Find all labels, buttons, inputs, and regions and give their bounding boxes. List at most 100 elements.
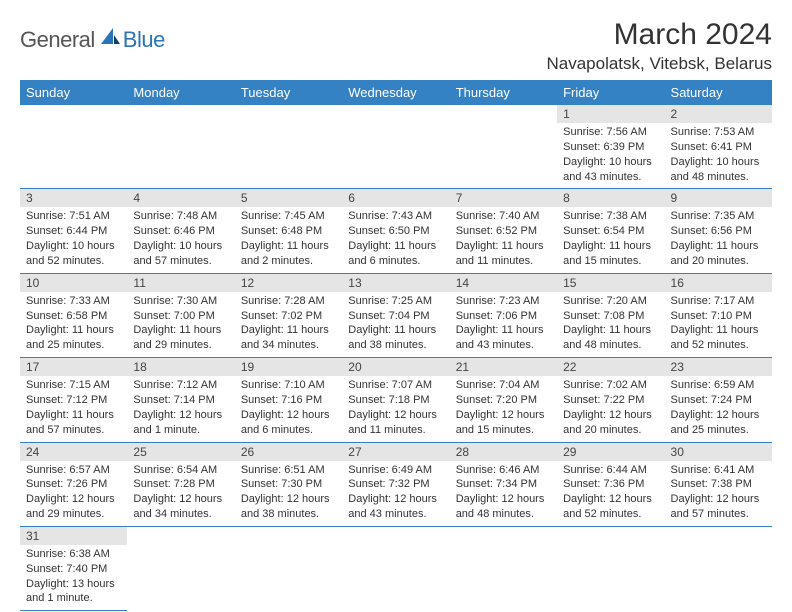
day-cell: 27Sunrise: 6:49 AMSunset: 7:32 PMDayligh… — [342, 442, 449, 526]
daylight-text: Daylight: 12 hours and 29 minutes. — [26, 492, 121, 522]
day-details: Sunrise: 7:33 AMSunset: 6:58 PMDaylight:… — [20, 292, 127, 357]
sunset-text: Sunset: 6:50 PM — [348, 224, 443, 239]
day-cell: 15Sunrise: 7:20 AMSunset: 7:08 PMDayligh… — [557, 273, 664, 357]
daylight-text: Daylight: 12 hours and 34 minutes. — [133, 492, 228, 522]
daylight-text: Daylight: 11 hours and 34 minutes. — [241, 323, 336, 353]
day-details: Sunrise: 7:45 AMSunset: 6:48 PMDaylight:… — [235, 207, 342, 272]
sunset-text: Sunset: 7:40 PM — [26, 562, 121, 577]
sunrise-text: Sunrise: 7:38 AM — [563, 209, 658, 224]
day-cell: 9Sunrise: 7:35 AMSunset: 6:56 PMDaylight… — [665, 189, 772, 273]
day-number: 25 — [127, 443, 234, 461]
day-cell: 18Sunrise: 7:12 AMSunset: 7:14 PMDayligh… — [127, 358, 234, 442]
day-cell: 6Sunrise: 7:43 AMSunset: 6:50 PMDaylight… — [342, 189, 449, 273]
day-cell — [557, 526, 664, 610]
week-row: 10Sunrise: 7:33 AMSunset: 6:58 PMDayligh… — [20, 273, 772, 357]
day-cell: 13Sunrise: 7:25 AMSunset: 7:04 PMDayligh… — [342, 273, 449, 357]
sunset-text: Sunset: 7:30 PM — [241, 477, 336, 492]
day-cell — [235, 105, 342, 189]
day-details: Sunrise: 7:17 AMSunset: 7:10 PMDaylight:… — [665, 292, 772, 357]
daylight-text: Daylight: 12 hours and 48 minutes. — [456, 492, 551, 522]
day-cell: 2Sunrise: 7:53 AMSunset: 6:41 PMDaylight… — [665, 105, 772, 189]
day-number: 19 — [235, 358, 342, 376]
day-cell — [342, 105, 449, 189]
day-details: Sunrise: 7:48 AMSunset: 6:46 PMDaylight:… — [127, 207, 234, 272]
sunrise-text: Sunrise: 7:53 AM — [671, 125, 766, 140]
day-cell — [665, 526, 772, 610]
day-header: Friday — [557, 80, 664, 105]
day-details: Sunrise: 6:57 AMSunset: 7:26 PMDaylight:… — [20, 461, 127, 526]
day-cell — [450, 105, 557, 189]
daylight-text: Daylight: 12 hours and 52 minutes. — [563, 492, 658, 522]
day-cell: 17Sunrise: 7:15 AMSunset: 7:12 PMDayligh… — [20, 358, 127, 442]
day-details: Sunrise: 7:38 AMSunset: 6:54 PMDaylight:… — [557, 207, 664, 272]
day-number: 9 — [665, 189, 772, 207]
sunrise-text: Sunrise: 7:07 AM — [348, 378, 443, 393]
day-cell: 5Sunrise: 7:45 AMSunset: 6:48 PMDaylight… — [235, 189, 342, 273]
day-header: Monday — [127, 80, 234, 105]
daylight-text: Daylight: 11 hours and 57 minutes. — [26, 408, 121, 438]
day-cell: 23Sunrise: 6:59 AMSunset: 7:24 PMDayligh… — [665, 358, 772, 442]
day-cell: 1Sunrise: 7:56 AMSunset: 6:39 PMDaylight… — [557, 105, 664, 189]
day-cell — [20, 105, 127, 189]
day-details: Sunrise: 7:12 AMSunset: 7:14 PMDaylight:… — [127, 376, 234, 441]
day-details: Sunrise: 7:07 AMSunset: 7:18 PMDaylight:… — [342, 376, 449, 441]
daylight-text: Daylight: 10 hours and 48 minutes. — [671, 155, 766, 185]
sunrise-text: Sunrise: 7:25 AM — [348, 294, 443, 309]
day-details: Sunrise: 7:28 AMSunset: 7:02 PMDaylight:… — [235, 292, 342, 357]
sunset-text: Sunset: 7:32 PM — [348, 477, 443, 492]
day-details: Sunrise: 7:15 AMSunset: 7:12 PMDaylight:… — [20, 376, 127, 441]
day-cell: 7Sunrise: 7:40 AMSunset: 6:52 PMDaylight… — [450, 189, 557, 273]
sunrise-text: Sunrise: 7:40 AM — [456, 209, 551, 224]
day-number: 31 — [20, 527, 127, 545]
daylight-text: Daylight: 12 hours and 57 minutes. — [671, 492, 766, 522]
sunset-text: Sunset: 7:08 PM — [563, 309, 658, 324]
logo-sail-icon — [99, 26, 121, 51]
daylight-text: Daylight: 10 hours and 52 minutes. — [26, 239, 121, 269]
sunrise-text: Sunrise: 7:28 AM — [241, 294, 336, 309]
day-number: 13 — [342, 274, 449, 292]
week-row: 17Sunrise: 7:15 AMSunset: 7:12 PMDayligh… — [20, 358, 772, 442]
day-header: Tuesday — [235, 80, 342, 105]
day-number: 27 — [342, 443, 449, 461]
daylight-text: Daylight: 10 hours and 57 minutes. — [133, 239, 228, 269]
sunrise-text: Sunrise: 6:44 AM — [563, 463, 658, 478]
day-cell: 14Sunrise: 7:23 AMSunset: 7:06 PMDayligh… — [450, 273, 557, 357]
day-cell — [450, 526, 557, 610]
day-number: 12 — [235, 274, 342, 292]
daylight-text: Daylight: 11 hours and 38 minutes. — [348, 323, 443, 353]
day-number: 17 — [20, 358, 127, 376]
day-cell: 22Sunrise: 7:02 AMSunset: 7:22 PMDayligh… — [557, 358, 664, 442]
day-details: Sunrise: 7:40 AMSunset: 6:52 PMDaylight:… — [450, 207, 557, 272]
sunrise-text: Sunrise: 7:33 AM — [26, 294, 121, 309]
sunrise-text: Sunrise: 6:38 AM — [26, 547, 121, 562]
sunset-text: Sunset: 7:36 PM — [563, 477, 658, 492]
daylight-text: Daylight: 12 hours and 1 minute. — [133, 408, 228, 438]
sunrise-text: Sunrise: 7:48 AM — [133, 209, 228, 224]
day-cell: 31Sunrise: 6:38 AMSunset: 7:40 PMDayligh… — [20, 526, 127, 610]
sunrise-text: Sunrise: 7:45 AM — [241, 209, 336, 224]
sunset-text: Sunset: 6:39 PM — [563, 140, 658, 155]
day-cell: 21Sunrise: 7:04 AMSunset: 7:20 PMDayligh… — [450, 358, 557, 442]
day-number: 4 — [127, 189, 234, 207]
location: Navapolatsk, Vitebsk, Belarus — [546, 54, 772, 74]
day-cell — [342, 526, 449, 610]
day-cell: 10Sunrise: 7:33 AMSunset: 6:58 PMDayligh… — [20, 273, 127, 357]
calendar-header-row: SundayMondayTuesdayWednesdayThursdayFrid… — [20, 80, 772, 105]
day-number: 6 — [342, 189, 449, 207]
day-details: Sunrise: 6:59 AMSunset: 7:24 PMDaylight:… — [665, 376, 772, 441]
sunset-text: Sunset: 7:24 PM — [671, 393, 766, 408]
sunrise-text: Sunrise: 7:20 AM — [563, 294, 658, 309]
sunset-text: Sunset: 6:52 PM — [456, 224, 551, 239]
day-number: 3 — [20, 189, 127, 207]
day-cell: 28Sunrise: 6:46 AMSunset: 7:34 PMDayligh… — [450, 442, 557, 526]
day-number: 30 — [665, 443, 772, 461]
header: General Blue March 2024 Navapolatsk, Vit… — [20, 18, 772, 74]
month-title: March 2024 — [546, 18, 772, 52]
sunrise-text: Sunrise: 7:04 AM — [456, 378, 551, 393]
sunrise-text: Sunrise: 7:43 AM — [348, 209, 443, 224]
day-number: 18 — [127, 358, 234, 376]
day-details: Sunrise: 6:46 AMSunset: 7:34 PMDaylight:… — [450, 461, 557, 526]
day-number: 2 — [665, 105, 772, 123]
logo-text-general: General — [20, 27, 95, 53]
sunrise-text: Sunrise: 7:12 AM — [133, 378, 228, 393]
